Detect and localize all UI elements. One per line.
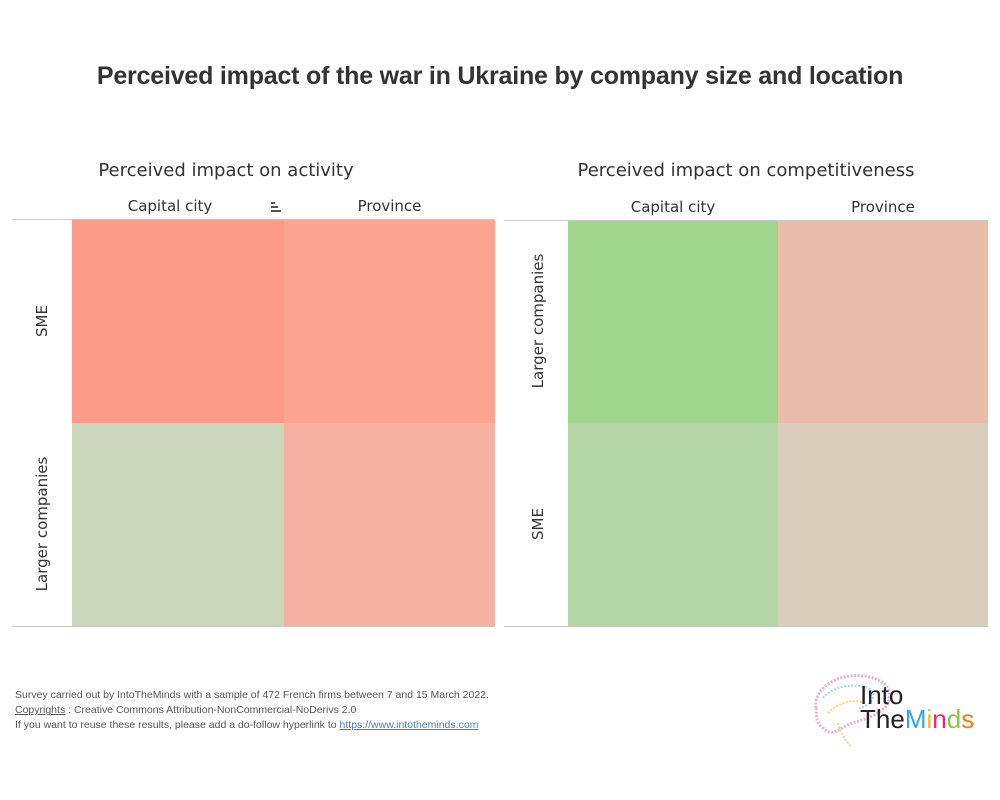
chart-title: Perceived impact on competitiveness xyxy=(577,160,915,181)
logo-letter: n xyxy=(932,704,947,734)
bottom-divider xyxy=(12,626,495,627)
logo-the: The xyxy=(860,704,905,734)
bottom-divider xyxy=(504,626,988,627)
heatmap-cell[interactable] xyxy=(284,220,495,423)
row-label-larger-companies: Larger companies xyxy=(529,253,547,389)
column-header-province: Province xyxy=(357,197,422,215)
heatmap-cell[interactable] xyxy=(568,221,778,423)
activity-heatmap: Perceived impact on activity Capital cit… xyxy=(0,150,500,630)
row-label-sme: SME xyxy=(529,508,547,540)
license-text: : Creative Commons Attribution-NonCommer… xyxy=(65,704,357,716)
website-link[interactable]: https://www.intotheminds.com xyxy=(339,719,479,731)
intotheminds-logo: Into TheMinds xyxy=(808,668,988,758)
brain-icon xyxy=(814,674,891,747)
copyright-line: Copyrights : Creative Commons Attributio… xyxy=(15,703,489,718)
footer-notes: Survey carried out by IntoTheMinds with … xyxy=(15,688,489,733)
copyrights-link[interactable]: Copyrights xyxy=(15,704,66,716)
top-divider xyxy=(12,219,495,220)
chart-title: Perceived impact on activity xyxy=(98,160,354,181)
logo-letter: i xyxy=(926,704,933,734)
reuse-line: If you want to reuse these results, plea… xyxy=(15,718,489,733)
column-header-capital-city: Capital city xyxy=(127,197,213,215)
heatmap-cell[interactable] xyxy=(72,220,284,423)
heatmap-cell[interactable] xyxy=(778,423,988,626)
heatmap-cell[interactable] xyxy=(568,423,778,626)
logo-line-into: Into xyxy=(860,680,904,710)
heatmap-cell[interactable] xyxy=(284,423,495,626)
logo-line-theminds: TheMinds xyxy=(860,706,974,732)
heatmap-cell[interactable] xyxy=(72,423,284,626)
survey-note: Survey carried out by IntoTheMinds with … xyxy=(15,689,489,701)
heatmap-cell[interactable] xyxy=(778,221,988,423)
top-divider xyxy=(504,220,988,221)
reuse-text: If you want to reuse these results, plea… xyxy=(15,719,340,731)
sort-descending-icon[interactable] xyxy=(271,202,281,212)
logo-minds: Minds xyxy=(905,704,974,734)
column-header-capital-city: Capital city xyxy=(630,198,716,216)
competitiveness-heatmap: Perceived impact on competitiveness Capi… xyxy=(0,150,1000,630)
logo-letter: s xyxy=(961,704,975,734)
page-title: Perceived impact of the war in Ukraine b… xyxy=(96,62,904,90)
logo-letter: M xyxy=(904,704,927,734)
column-header-province: Province xyxy=(851,198,915,216)
logo-letter: d xyxy=(946,704,962,734)
